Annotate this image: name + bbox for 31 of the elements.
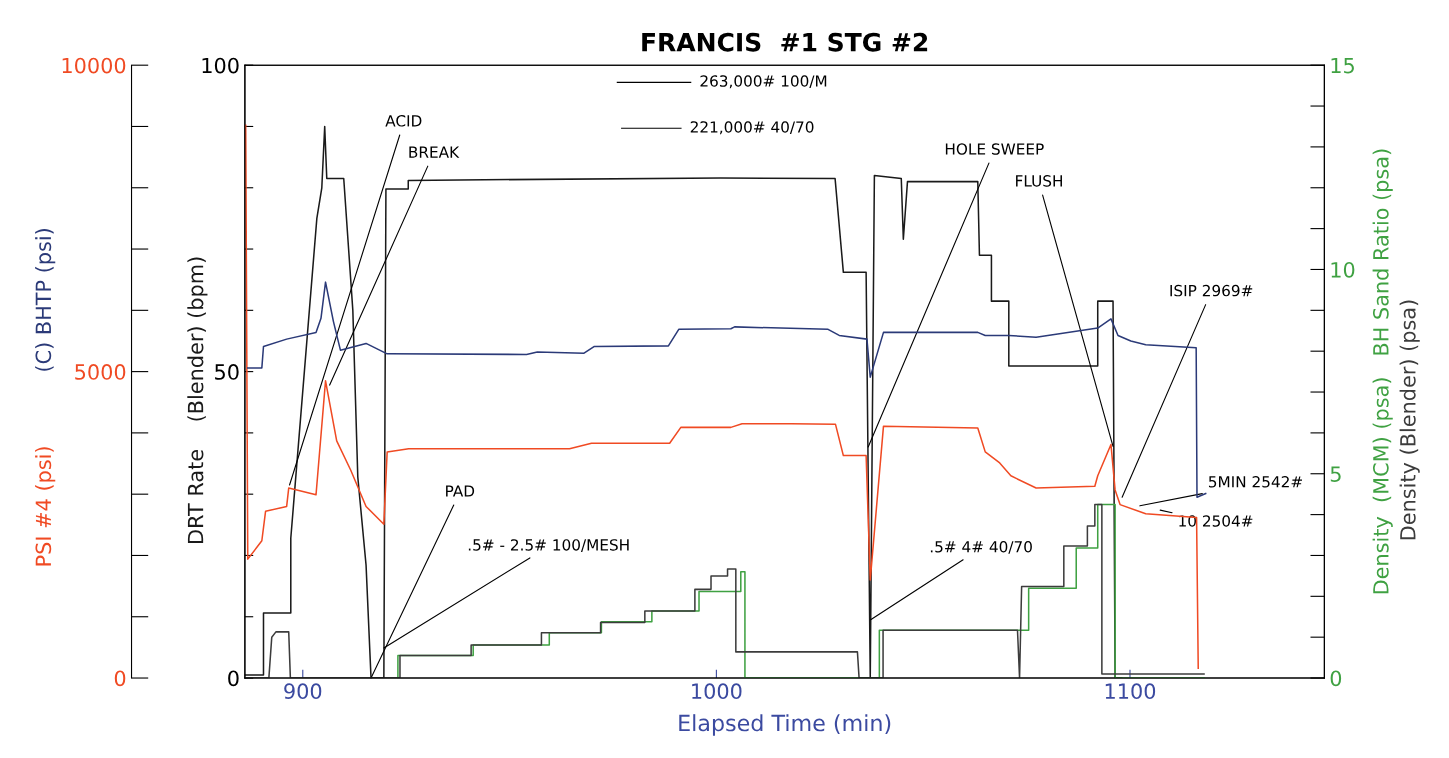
y2-tick-label: 5000 bbox=[75, 364, 126, 380]
annotation: PAD bbox=[446, 485, 475, 497]
annotation: FLUSH bbox=[1016, 175, 1062, 187]
x-axis-title: Elapsed Time (min) bbox=[679, 714, 891, 736]
annotation: .5# - 2.5# 100/MESH bbox=[468, 539, 629, 552]
y2-tick-label: 0 bbox=[114, 670, 126, 687]
text: PSI #4 (psi) bbox=[35, 447, 56, 566]
annotation: ACID bbox=[385, 115, 422, 127]
text: Density (Blender) (psa) bbox=[1399, 300, 1420, 540]
x-tick-label: 900 bbox=[284, 683, 322, 700]
y-tick-label: 50 bbox=[215, 364, 239, 380]
y2-tick-label: 10000 bbox=[62, 57, 126, 74]
text: (C) BHTP (psi) bbox=[35, 228, 56, 371]
annotation: HOLE SWEEP bbox=[945, 143, 1044, 155]
y-tick-label: 100 bbox=[202, 57, 239, 74]
y3-tick-label: 10 bbox=[1331, 261, 1355, 278]
annotation: 221,000# 40/70 bbox=[690, 121, 814, 135]
annotation: 263,000# 100/M bbox=[700, 75, 827, 89]
chart-title: FRANCIS #1 STG #2 bbox=[642, 32, 928, 52]
y-tick-label: 0 bbox=[228, 670, 239, 687]
y3-tick-label: 5 bbox=[1330, 466, 1341, 482]
annotation: BREAK bbox=[409, 146, 460, 158]
y3-tick-label: 15 bbox=[1331, 57, 1354, 74]
x-tick-label: 1100 bbox=[1105, 683, 1156, 700]
text: DRT Rate (Blender) (bpm) bbox=[187, 257, 208, 543]
annotation: .5# 4# 40/70 bbox=[930, 540, 1032, 554]
text: Density (MCM) (psa) BH Sand Ratio (psa) bbox=[1372, 149, 1393, 594]
annotation: 5MIN 2542# bbox=[1208, 476, 1302, 488]
x-tick-label: 1000 bbox=[692, 683, 742, 700]
annotation: ISIP 2969# bbox=[1170, 284, 1253, 297]
y3-tick-label: 0 bbox=[1330, 670, 1342, 687]
